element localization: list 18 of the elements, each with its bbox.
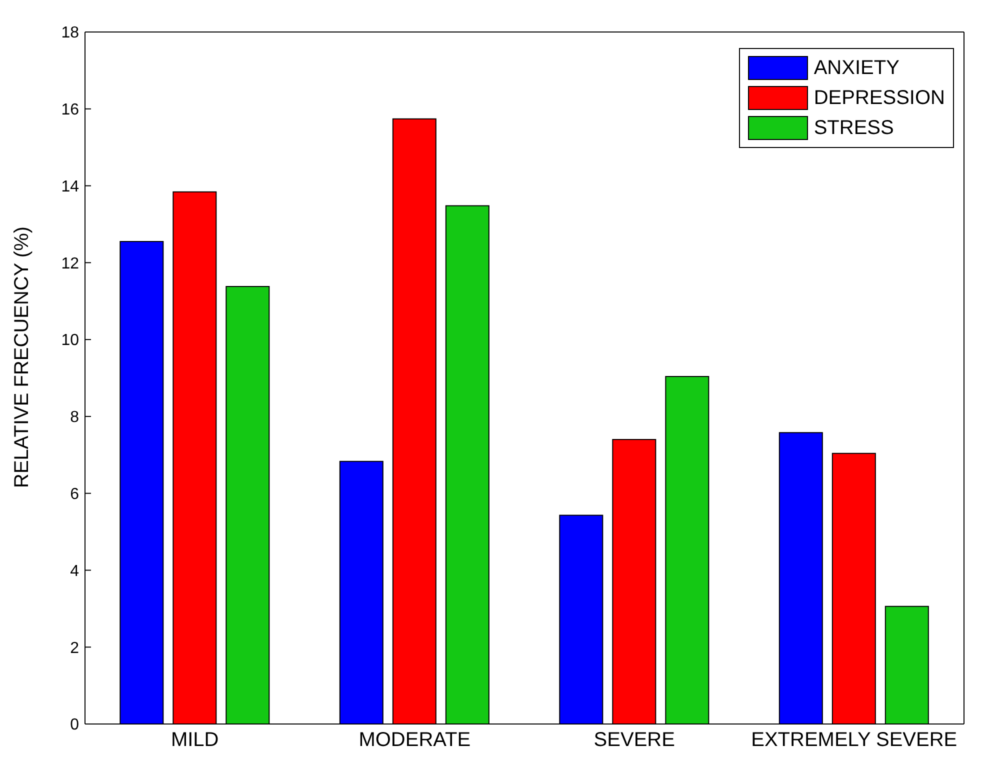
x-tick-label: SEVERE <box>594 729 675 752</box>
x-tick-label: EXTREMELY SEVERE <box>751 729 958 752</box>
y-tick-label: 4 <box>70 562 80 580</box>
y-tick-label: 0 <box>70 716 80 734</box>
y-tick-label: 18 <box>61 24 80 42</box>
x-tick-label: MILD <box>170 729 219 752</box>
y-tick-label: 14 <box>61 178 80 196</box>
y-tick-label: 16 <box>61 102 80 119</box>
y-tick-label: 12 <box>61 255 80 272</box>
y-tick-label: 6 <box>70 486 80 504</box>
x-tick-label: MODERATE <box>358 729 471 752</box>
legend-label: DEPRESSION <box>814 86 945 110</box>
legend-label: ANXIETY <box>814 56 900 80</box>
y-tick-label: 10 <box>61 332 80 350</box>
legend-label: STRESS <box>814 116 894 140</box>
y-axis-title: RELATIVE FRECUENCY (%) <box>11 226 34 488</box>
y-tick-label: 8 <box>70 409 80 426</box>
y-tick-label: 2 <box>70 640 80 657</box>
